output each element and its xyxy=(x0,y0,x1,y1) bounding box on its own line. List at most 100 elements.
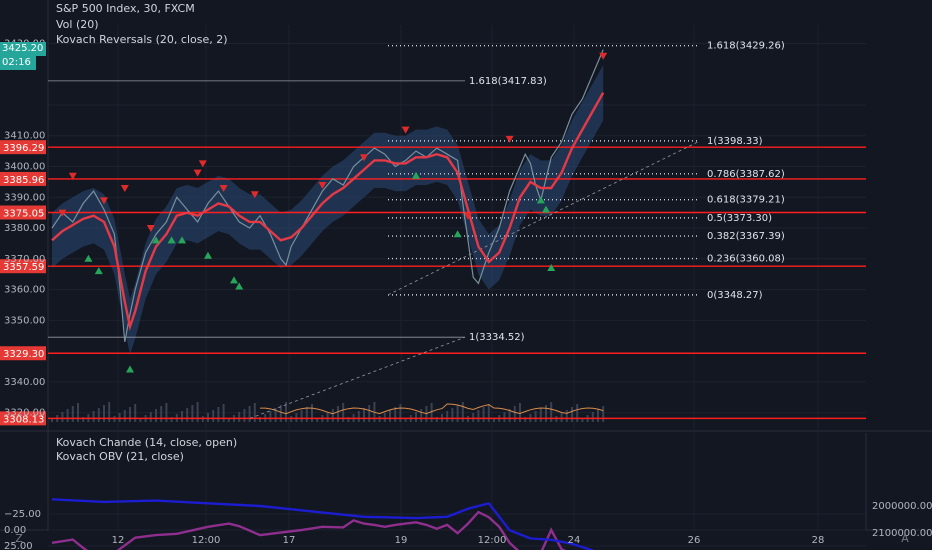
level-tag-label: 3308.13 xyxy=(3,414,44,425)
volume-bar xyxy=(77,403,79,422)
volume-bar xyxy=(539,408,542,422)
buy-marker xyxy=(230,276,238,284)
volume-bar xyxy=(326,412,329,422)
indicator-legend: Kovach Reversals (20, close, 2) xyxy=(56,33,228,46)
axes: 3430.003410.003400.003390.003380.003370.… xyxy=(4,38,932,550)
right-tick-label: 2000000.00 xyxy=(872,501,932,512)
volume-bar xyxy=(591,412,594,422)
volume-bar xyxy=(316,418,319,422)
x-tick-label: 12 xyxy=(112,535,125,546)
fib-level-label: 1.618(3417.83) xyxy=(469,76,547,87)
sell-marker xyxy=(464,212,472,220)
volume-bar xyxy=(446,411,449,422)
level-tag-label: 3357.59 xyxy=(3,262,44,273)
x-tick-label: 28 xyxy=(812,535,825,546)
level-tag-label: 3396.29 xyxy=(3,143,44,154)
x-tick-label: 24 xyxy=(568,535,581,546)
volume-bar xyxy=(389,410,391,422)
sell-marker xyxy=(100,197,108,205)
volume-bar xyxy=(149,412,152,422)
y-tick-label: 3360.00 xyxy=(4,285,45,296)
fib-level-label: 1.618(3429.26) xyxy=(707,41,785,52)
volume-bar xyxy=(160,406,163,422)
y-tick-label: 3390.00 xyxy=(4,192,45,203)
moving-average-line xyxy=(51,92,605,332)
price-band xyxy=(52,65,604,355)
volume-bar xyxy=(571,407,573,422)
level-tag xyxy=(0,171,46,186)
y-tick-label: 3320.00 xyxy=(4,408,45,419)
volume-bar xyxy=(487,404,490,422)
volume-bar xyxy=(347,417,350,422)
fib-level-label: 1(3398.33) xyxy=(707,136,763,147)
settings-gear-icon[interactable]: Z xyxy=(15,532,23,545)
buy-marker xyxy=(453,230,462,238)
y-tick-label: 3400.00 xyxy=(4,162,45,173)
volume-bar xyxy=(71,406,74,422)
buy-marker xyxy=(536,196,545,204)
volume-bar xyxy=(581,418,584,422)
sell-marker xyxy=(599,52,608,60)
auto-scale-button[interactable]: A xyxy=(901,532,909,545)
chande-line xyxy=(51,510,566,550)
volume-bar xyxy=(368,405,371,422)
volume-bar xyxy=(61,412,64,422)
volume-bar xyxy=(342,403,345,422)
price-line xyxy=(51,49,604,343)
volume-bar xyxy=(82,417,85,422)
left-tick-label: −25.00 xyxy=(4,509,41,520)
buy-marker xyxy=(235,282,244,290)
volume-bar xyxy=(503,412,506,422)
volume-bar xyxy=(545,405,547,422)
volume-bar xyxy=(534,411,537,422)
sell-marker xyxy=(219,185,228,193)
left-tick-label: 25.00 xyxy=(4,541,33,550)
volume-bar xyxy=(139,418,142,422)
volume-bar xyxy=(217,407,220,422)
volume-bar xyxy=(253,403,256,422)
volume-bar xyxy=(420,409,423,422)
x-tick-label: 26 xyxy=(688,535,701,546)
buy-marker xyxy=(412,171,420,179)
sell-marker xyxy=(68,172,77,180)
volume-bar xyxy=(103,405,105,422)
volume-bar xyxy=(51,418,53,422)
volume-bar xyxy=(300,410,303,422)
sell-marker xyxy=(193,169,202,177)
volume-bar xyxy=(576,404,579,422)
volume-bar xyxy=(524,417,527,422)
buy-marker xyxy=(167,236,176,244)
buy-marker xyxy=(94,267,103,275)
buy-marker xyxy=(547,264,556,272)
volume-bar xyxy=(560,413,563,422)
y-tick-label: 3340.00 xyxy=(4,377,45,388)
level-tag xyxy=(0,411,46,426)
countdown-tag: 02:16 xyxy=(0,56,36,70)
sell-marker xyxy=(360,154,368,162)
volume-bar xyxy=(305,407,308,422)
buy-marker xyxy=(542,205,550,213)
volume-ma-line xyxy=(260,403,604,415)
volume-bar xyxy=(207,413,209,422)
fib-level-label: 1(3334.52) xyxy=(469,332,525,343)
volume-bar xyxy=(295,413,298,422)
fibonacci-levels: 1.618(3429.26) 1(3398.33) 0.786(3387.62) 0.… xyxy=(48,41,785,419)
volume-bar xyxy=(508,409,511,422)
sell-marker xyxy=(401,126,410,134)
volume-bar xyxy=(66,409,69,422)
volume-bar xyxy=(513,406,516,422)
x-tick-label: 12:00 xyxy=(478,535,507,546)
volume-bar xyxy=(399,404,402,422)
volume-bar xyxy=(383,413,386,422)
buy-marker xyxy=(178,236,186,244)
fib-level-label: 0.236(3360.08) xyxy=(707,254,785,265)
level-tag xyxy=(0,259,46,274)
buy-marker xyxy=(204,251,212,259)
volume-bar xyxy=(477,410,480,422)
volume-bar xyxy=(212,410,215,422)
volume-bar xyxy=(118,413,121,422)
level-tag xyxy=(0,205,46,220)
level-tag xyxy=(0,346,46,361)
volume-bar xyxy=(108,402,111,422)
